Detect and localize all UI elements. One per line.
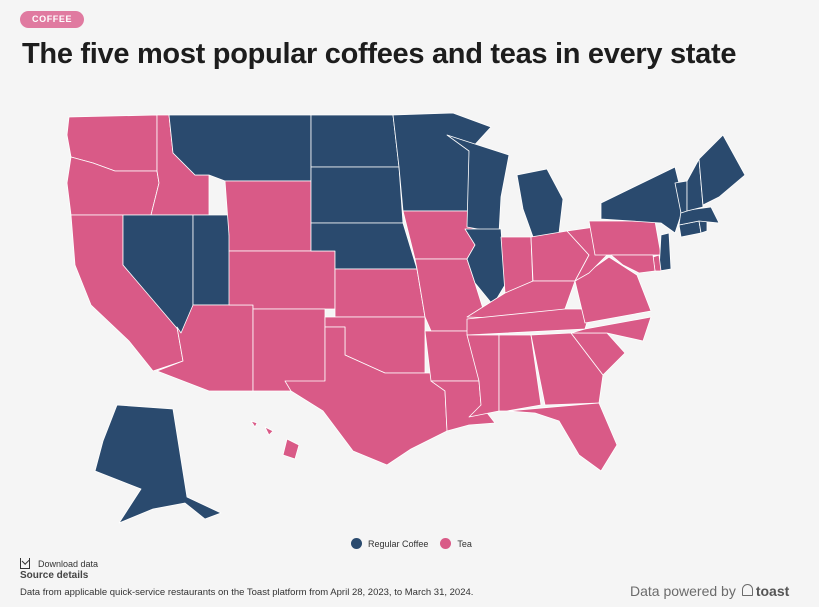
state-pa[interactable] <box>588 220 662 256</box>
download-data-label: Download data <box>38 558 99 569</box>
state-hi-2[interactable] <box>282 438 300 460</box>
legend-label-regular-coffee: Regular Coffee <box>368 538 429 549</box>
brand-name: toast <box>755 583 790 599</box>
powered-by-credit[interactable]: Data powered by toast <box>630 583 789 599</box>
category-tag: COFFEE <box>20 11 85 28</box>
state-wy[interactable] <box>224 180 312 252</box>
state-me[interactable] <box>698 134 746 206</box>
state-fl[interactable] <box>506 402 618 472</box>
state-sd[interactable] <box>310 166 404 224</box>
state-hi[interactable] <box>250 420 258 428</box>
legend-swatch-regular-coffee <box>351 538 362 549</box>
page-title: The five most popular coffees and teas i… <box>22 38 737 70</box>
state-ny[interactable] <box>600 166 682 234</box>
download-data-link[interactable]: Download data <box>20 558 98 569</box>
state-nh[interactable] <box>686 158 704 212</box>
state-ma[interactable] <box>678 206 720 226</box>
state-ia[interactable] <box>402 210 476 260</box>
state-al[interactable] <box>498 334 542 412</box>
us-state-map <box>66 112 746 524</box>
state-hi-1[interactable] <box>264 426 274 436</box>
legend-item-tea: Tea <box>440 538 472 549</box>
source-details-toggle[interactable]: Source details <box>20 570 89 581</box>
state-nc[interactable] <box>570 316 652 342</box>
legend: Regular Coffee Tea <box>351 538 484 549</box>
state-ak[interactable] <box>94 404 222 524</box>
state-md[interactable] <box>610 254 656 274</box>
state-co[interactable] <box>228 250 336 310</box>
source-note: Data from applicable quick-service resta… <box>20 587 474 598</box>
state-nm[interactable] <box>252 308 326 392</box>
state-ks[interactable] <box>334 268 426 318</box>
state-va[interactable] <box>574 256 652 324</box>
state-mi[interactable] <box>516 168 564 238</box>
legend-item-regular-coffee: Regular Coffee <box>351 538 428 549</box>
toast-logo-icon <box>741 584 753 596</box>
state-nd[interactable] <box>310 114 400 168</box>
download-icon <box>20 558 30 569</box>
state-ga[interactable] <box>530 332 604 406</box>
powered-by-label: Data powered by <box>630 583 736 599</box>
legend-swatch-tea <box>440 538 452 549</box>
legend-label-tea: Tea <box>457 538 472 549</box>
state-nj[interactable] <box>658 232 672 272</box>
